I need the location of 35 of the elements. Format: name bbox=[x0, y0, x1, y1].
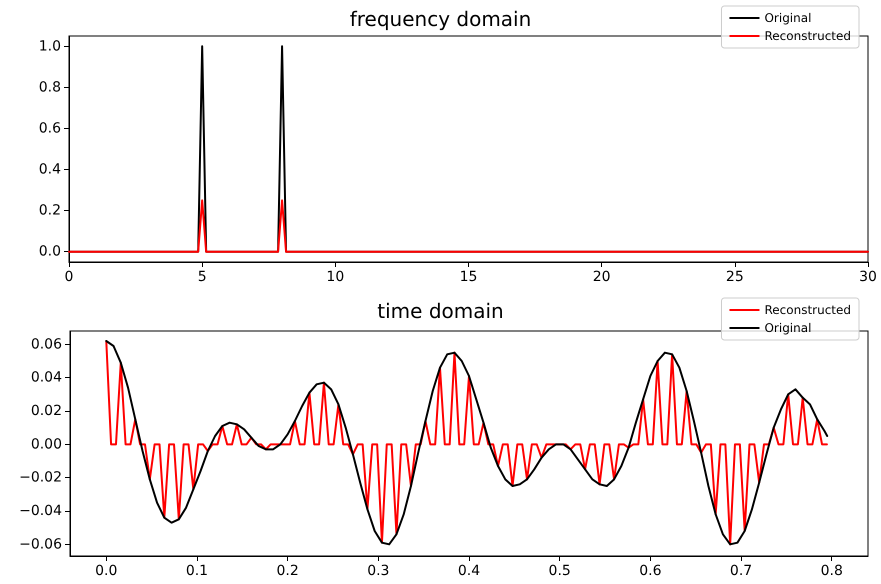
legend-label: Original bbox=[764, 11, 812, 25]
x-tick-label: 0.2 bbox=[276, 563, 299, 579]
chart-title: frequency domain bbox=[350, 7, 532, 31]
y-tick-label: −0.04 bbox=[19, 503, 62, 519]
legend-label: Original bbox=[764, 321, 812, 335]
y-tick-label: 0.04 bbox=[30, 370, 62, 386]
x-tick-label: 0.1 bbox=[186, 563, 208, 579]
y-tick-label: 0.00 bbox=[30, 436, 62, 452]
y-tick-label: −0.02 bbox=[19, 470, 62, 486]
y-tick-label: 0.06 bbox=[30, 336, 62, 352]
x-tick-label: 25 bbox=[726, 269, 744, 285]
x-tick-label: 20 bbox=[592, 269, 611, 285]
x-tick-label: 0.7 bbox=[730, 563, 752, 579]
x-tick-label: 0.5 bbox=[548, 563, 571, 579]
legend-label: Reconstructed bbox=[764, 29, 852, 43]
legend-label: Reconstructed bbox=[764, 303, 852, 317]
chart-title: time domain bbox=[377, 299, 504, 323]
y-tick-label: 0.6 bbox=[38, 120, 62, 136]
x-tick-label: 5 bbox=[198, 269, 207, 285]
y-tick-label: 0.8 bbox=[38, 79, 61, 96]
x-tick-label: 0.6 bbox=[639, 563, 662, 579]
y-tick-label: 0.4 bbox=[38, 162, 62, 178]
x-tick-label: 10 bbox=[326, 269, 344, 285]
x-tick-label: 0 bbox=[64, 269, 74, 285]
x-tick-label: 0.3 bbox=[367, 563, 390, 579]
x-tick-label: 0.4 bbox=[458, 563, 480, 579]
y-tick-label: 1.0 bbox=[38, 38, 61, 54]
x-tick-label: 30 bbox=[859, 269, 877, 285]
y-tick-label: 0.0 bbox=[38, 244, 61, 260]
y-tick-label: 0.02 bbox=[30, 403, 62, 419]
y-tick-label: −0.06 bbox=[19, 536, 62, 552]
x-tick-label: 0.8 bbox=[820, 563, 843, 579]
x-tick-label: 0.0 bbox=[95, 563, 118, 579]
x-tick-label: 15 bbox=[460, 269, 478, 285]
y-tick-label: 0.2 bbox=[38, 202, 61, 219]
